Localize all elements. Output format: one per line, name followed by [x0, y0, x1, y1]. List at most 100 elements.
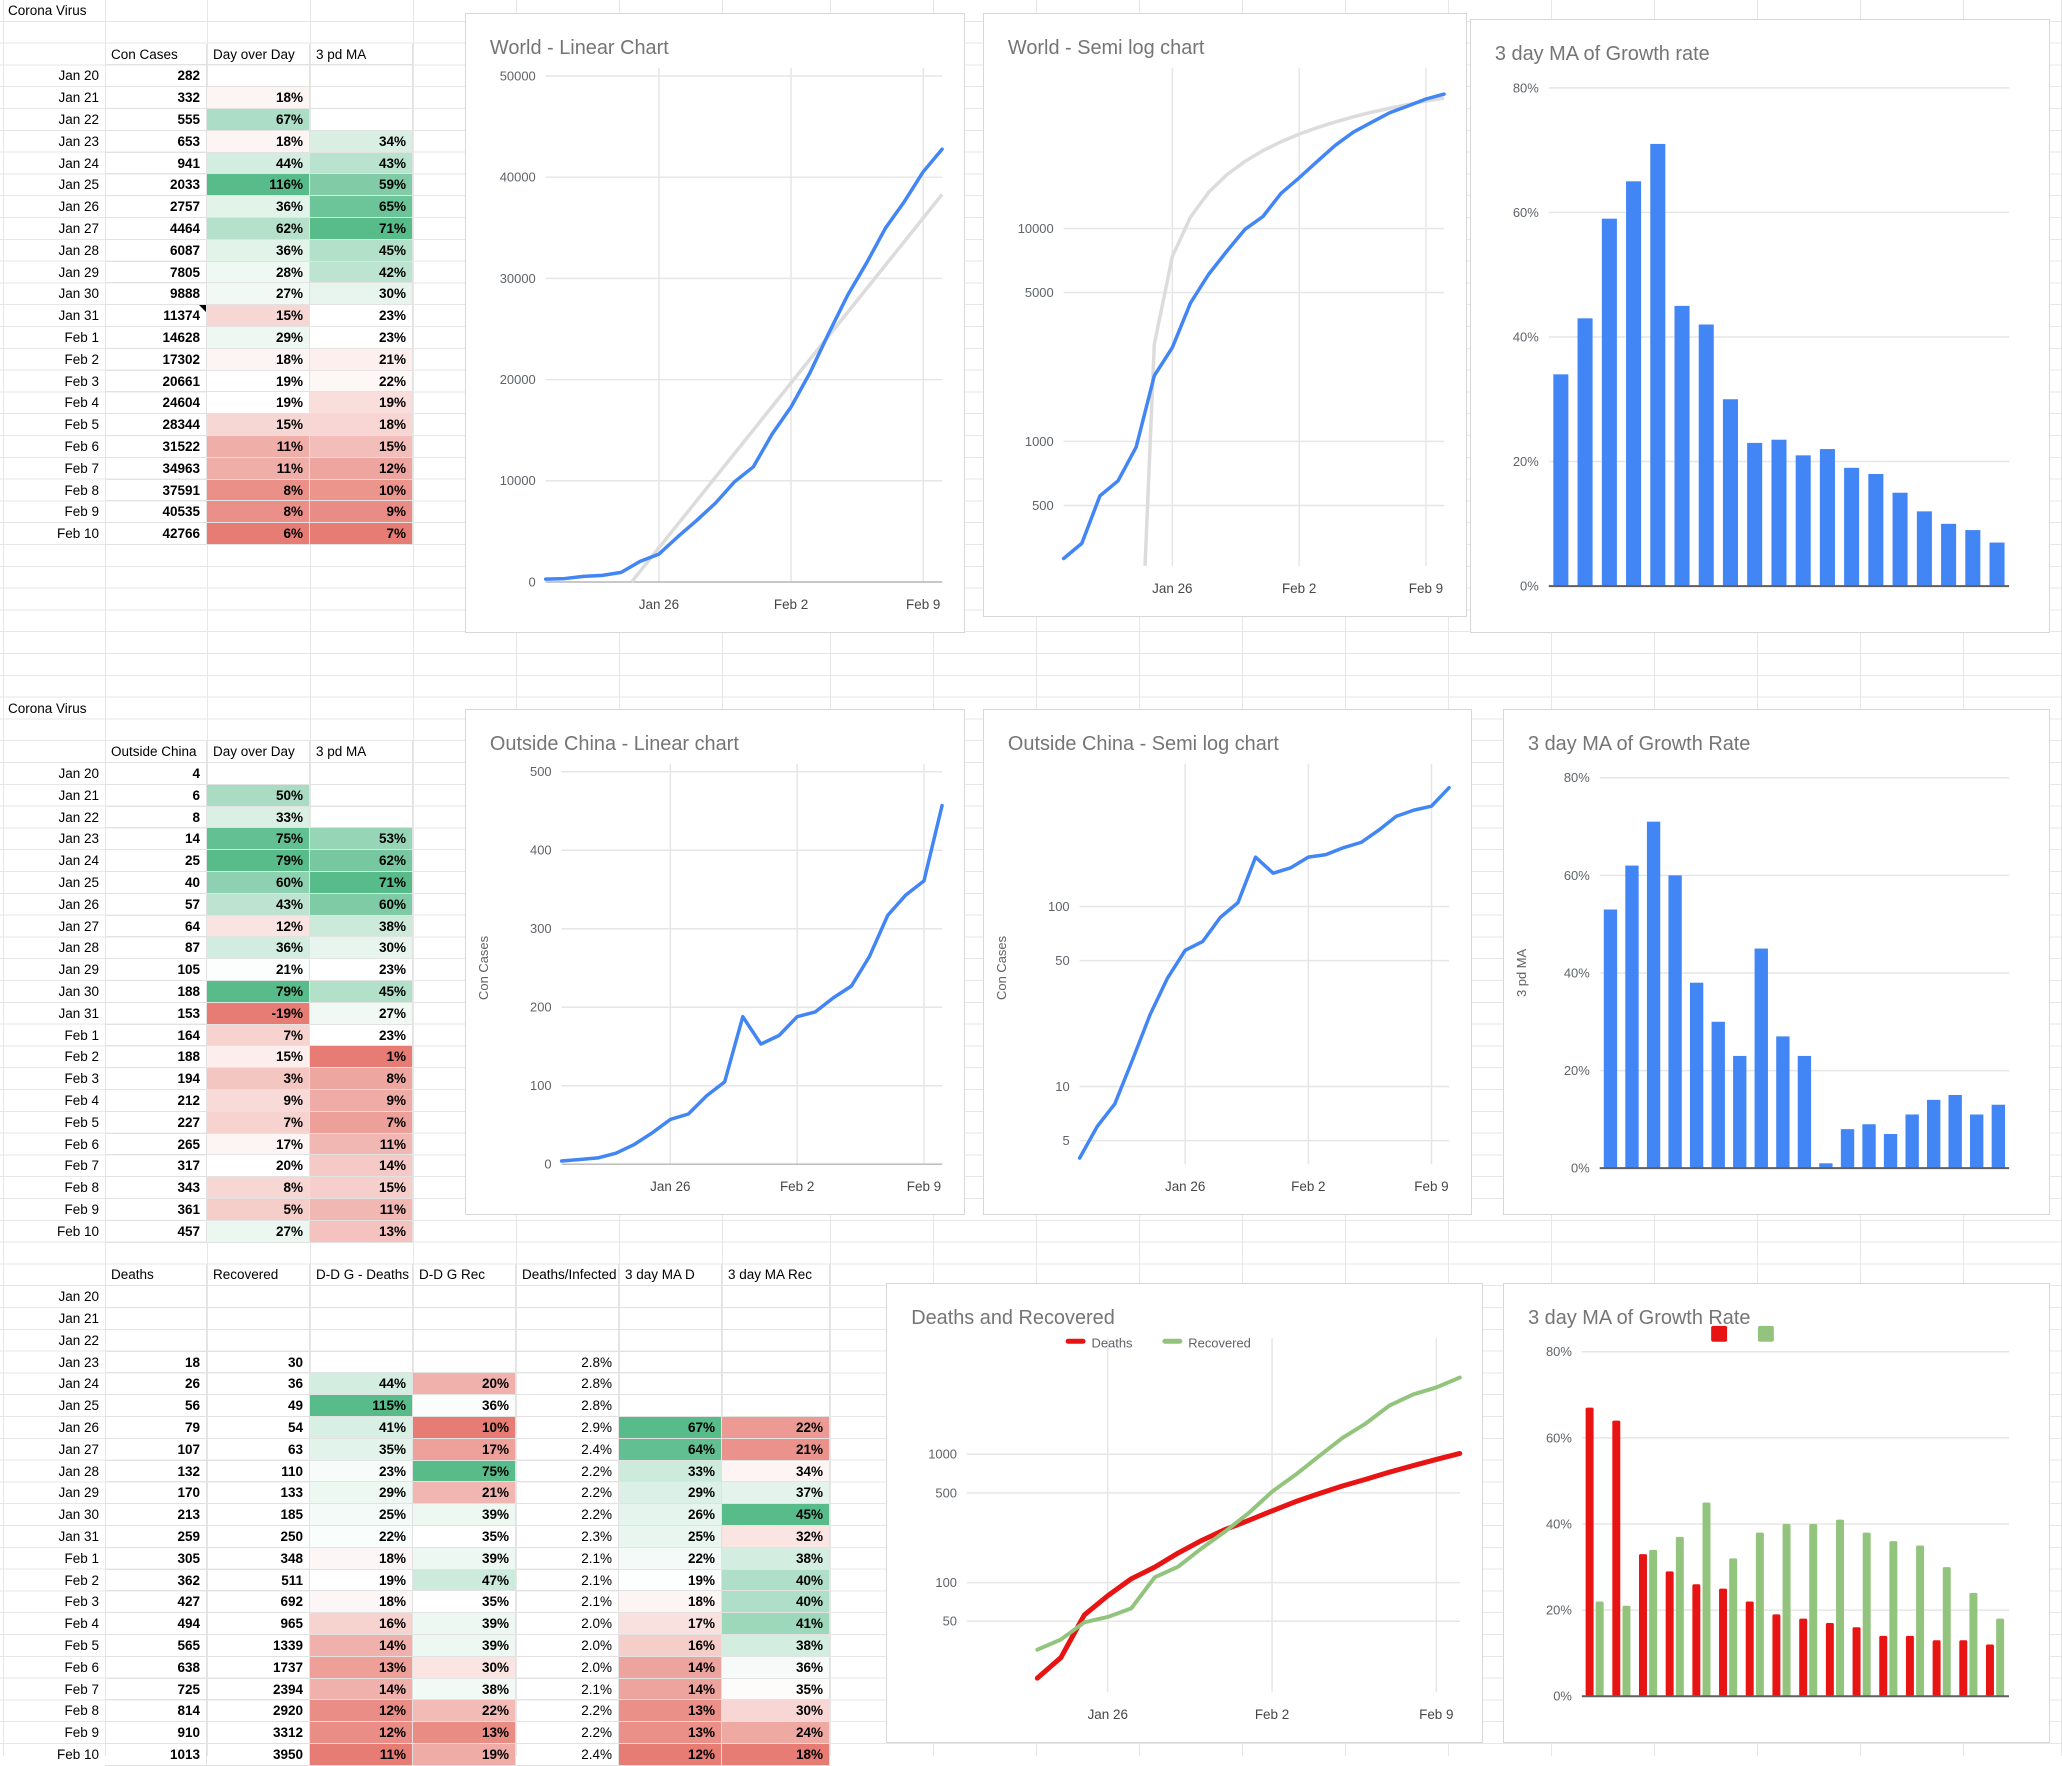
- table-cell[interactable]: 45%: [722, 1504, 830, 1526]
- table-cell[interactable]: 24604: [105, 392, 207, 414]
- table-cell[interactable]: 19%: [207, 392, 310, 414]
- table-cell[interactable]: 8%: [207, 501, 310, 523]
- table-cell[interactable]: 38%: [413, 1679, 516, 1701]
- table-cell[interactable]: 23%: [310, 305, 413, 327]
- table-cell[interactable]: 31522: [105, 436, 207, 458]
- table-cell[interactable]: 105: [105, 959, 207, 981]
- table-cell[interactable]: 6: [105, 785, 207, 807]
- table-cell[interactable]: 35%: [722, 1679, 830, 1701]
- table-cell[interactable]: 4464: [105, 218, 207, 240]
- table-cell[interactable]: [722, 1373, 830, 1395]
- table-cell[interactable]: 457: [105, 1221, 207, 1243]
- table-cell[interactable]: Jan 28: [4, 240, 105, 262]
- table-cell[interactable]: Feb 3: [4, 1591, 105, 1613]
- table-cell[interactable]: 40%: [722, 1591, 830, 1613]
- table-cell[interactable]: 15%: [207, 414, 310, 436]
- table-cell[interactable]: 2.9%: [516, 1417, 619, 1439]
- table-cell[interactable]: 361: [105, 1199, 207, 1221]
- table-cell[interactable]: 213: [105, 1504, 207, 1526]
- table-cell[interactable]: Jan 24: [4, 850, 105, 872]
- table-cell[interactable]: 814: [105, 1700, 207, 1722]
- table-cell[interactable]: 19%: [207, 371, 310, 393]
- table-cell[interactable]: 3 day MA D: [619, 1264, 722, 1286]
- table-cell[interactable]: 3950: [207, 1744, 310, 1766]
- table-cell[interactable]: 348: [207, 1548, 310, 1570]
- table-cell[interactable]: 64: [105, 916, 207, 938]
- table-cell[interactable]: 185: [207, 1504, 310, 1526]
- table-cell[interactable]: 22%: [310, 371, 413, 393]
- table-cell[interactable]: 2.2%: [516, 1504, 619, 1526]
- table-cell[interactable]: [722, 1395, 830, 1417]
- table-cell[interactable]: 14628: [105, 327, 207, 349]
- table-cell[interactable]: 7%: [310, 1112, 413, 1134]
- table-cell[interactable]: 30%: [413, 1657, 516, 1679]
- table-cell[interactable]: [413, 1286, 516, 1308]
- table-cell[interactable]: 638: [105, 1657, 207, 1679]
- table-cell[interactable]: 39%: [413, 1613, 516, 1635]
- table-cell[interactable]: 36%: [207, 240, 310, 262]
- table-cell[interactable]: 5%: [207, 1199, 310, 1221]
- table-cell[interactable]: 32%: [722, 1526, 830, 1548]
- table-cell[interactable]: Jan 31: [4, 305, 105, 327]
- table-cell[interactable]: 22%: [722, 1417, 830, 1439]
- table-cell[interactable]: 2757: [105, 196, 207, 218]
- table-cell[interactable]: 259: [105, 1526, 207, 1548]
- table-cell[interactable]: 11%: [310, 1134, 413, 1156]
- table-cell[interactable]: 21%: [310, 349, 413, 371]
- table-cell[interactable]: Feb 5: [4, 1112, 105, 1134]
- table-cell[interactable]: 16%: [310, 1613, 413, 1635]
- table-cell[interactable]: 29%: [207, 327, 310, 349]
- table-cell[interactable]: 30%: [310, 937, 413, 959]
- table-cell[interactable]: [516, 1286, 619, 1308]
- table-cell[interactable]: 27%: [207, 283, 310, 305]
- table-cell[interactable]: 2.3%: [516, 1526, 619, 1548]
- table-cell[interactable]: 38%: [310, 916, 413, 938]
- table-cell[interactable]: 25%: [619, 1526, 722, 1548]
- table-cell[interactable]: 21%: [413, 1482, 516, 1504]
- table-cell[interactable]: 30%: [310, 283, 413, 305]
- table-cell[interactable]: 2.8%: [516, 1352, 619, 1374]
- table-cell[interactable]: Jan 27: [4, 1439, 105, 1461]
- table-cell[interactable]: 75%: [413, 1461, 516, 1483]
- table-cell[interactable]: 36: [207, 1373, 310, 1395]
- table-cell[interactable]: [310, 109, 413, 131]
- table-cell[interactable]: 49: [207, 1395, 310, 1417]
- table-cell[interactable]: Jan 26: [4, 196, 105, 218]
- table-cell[interactable]: 60%: [207, 872, 310, 894]
- table-cell[interactable]: [310, 785, 413, 807]
- table-cell[interactable]: 494: [105, 1613, 207, 1635]
- table-cell[interactable]: 47%: [413, 1570, 516, 1592]
- table-cell[interactable]: 110: [207, 1461, 310, 1483]
- table-cell[interactable]: 910: [105, 1722, 207, 1744]
- table-cell[interactable]: 1737: [207, 1657, 310, 1679]
- table-cell[interactable]: [207, 1308, 310, 1330]
- table-cell[interactable]: [310, 1352, 413, 1374]
- table-cell[interactable]: 188: [105, 981, 207, 1003]
- table-cell[interactable]: 15%: [310, 1177, 413, 1199]
- table-cell[interactable]: 305: [105, 1548, 207, 1570]
- table-cell[interactable]: 62%: [207, 218, 310, 240]
- table-cell[interactable]: [413, 1352, 516, 1374]
- table-cell[interactable]: 332: [105, 87, 207, 109]
- table-cell[interactable]: Day over Day: [207, 741, 310, 763]
- table-cell[interactable]: 565: [105, 1635, 207, 1657]
- table-cell[interactable]: 27%: [310, 1003, 413, 1025]
- table-cell[interactable]: 14%: [310, 1635, 413, 1657]
- table-cell[interactable]: Feb 3: [4, 371, 105, 393]
- table-cell[interactable]: 17%: [207, 1134, 310, 1156]
- table-cell[interactable]: 50%: [207, 785, 310, 807]
- table-cell[interactable]: 2920: [207, 1700, 310, 1722]
- table-cell[interactable]: Feb 10: [4, 1221, 105, 1243]
- table-cell[interactable]: 9888: [105, 283, 207, 305]
- table-cell[interactable]: 53%: [310, 828, 413, 850]
- table-cell[interactable]: 2.1%: [516, 1679, 619, 1701]
- table-cell[interactable]: 35%: [413, 1591, 516, 1613]
- table-cell[interactable]: 1013: [105, 1744, 207, 1766]
- table-cell[interactable]: [310, 1330, 413, 1352]
- table-cell[interactable]: 9%: [310, 501, 413, 523]
- table-cell[interactable]: 2.8%: [516, 1373, 619, 1395]
- table-cell[interactable]: 23%: [310, 959, 413, 981]
- table-cell[interactable]: Feb 10: [4, 523, 105, 545]
- table-cell[interactable]: Jan 26: [4, 1417, 105, 1439]
